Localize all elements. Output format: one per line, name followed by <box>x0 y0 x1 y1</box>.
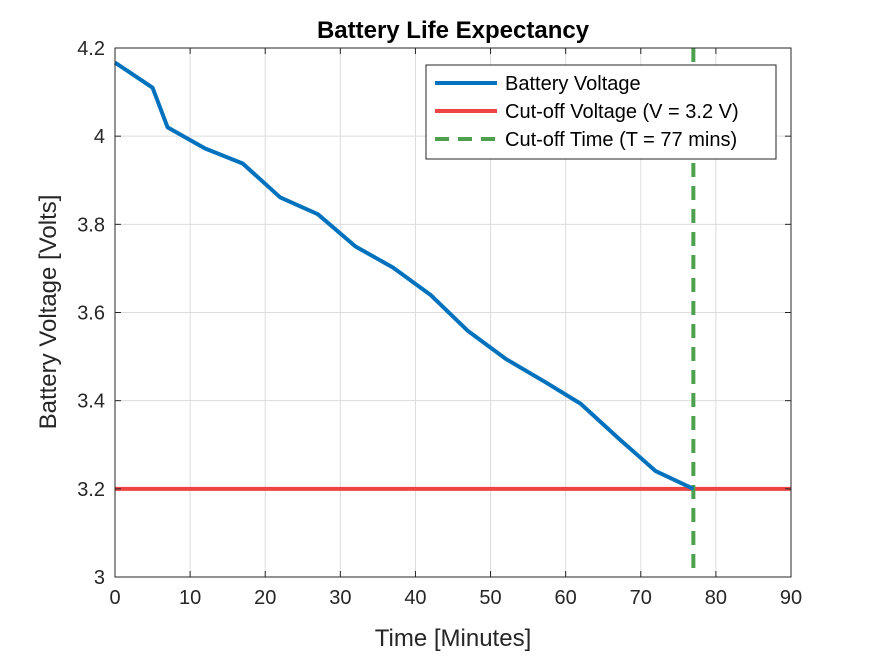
legend-item-cutoff-time-label: Cut-off Time (T = 77 mins) <box>505 129 737 151</box>
ticks: 0 10 20 30 40 50 60 70 80 90 3 3.2 3.4 3.6 3.8 4 4.2 <box>77 38 802 609</box>
y-tick-label: 4.2 <box>77 38 105 60</box>
legend-item-battery-voltage-label: Battery Voltage <box>505 73 641 95</box>
series-layer <box>113 48 791 577</box>
x-tick-label: 50 <box>479 587 501 609</box>
x-axis-label: Time [Minutes] <box>375 625 531 652</box>
y-axis-label: Battery Voltage [Volts] <box>35 195 62 430</box>
x-tick-label: 30 <box>329 587 351 609</box>
chart-title: Battery Life Expectancy <box>317 17 590 44</box>
x-tick-label: 0 <box>109 587 120 609</box>
x-tick-label: 40 <box>404 587 426 609</box>
x-tick-label: 20 <box>254 587 276 609</box>
x-tick-label: 90 <box>780 587 802 609</box>
y-tick-label: 3.8 <box>77 214 105 236</box>
y-tick-label: 3 <box>94 567 105 589</box>
x-tick-label: 10 <box>179 587 201 609</box>
x-tick-label: 80 <box>705 587 727 609</box>
legend-item-cutoff-voltage-label: Cut-off Voltage (V = 3.2 V) <box>505 101 739 123</box>
y-tick-label: 3.6 <box>77 303 105 325</box>
legend: Battery Voltage Cut-off Voltage (V = 3.2 … <box>425 64 777 160</box>
y-tick-label: 4 <box>94 126 105 148</box>
x-tick-label: 60 <box>555 587 577 609</box>
battery-voltage-line <box>113 60 695 491</box>
y-tick-label: 3.2 <box>77 479 105 501</box>
y-tick-label: 3.4 <box>77 391 105 413</box>
x-tick-label: 70 <box>630 587 652 609</box>
